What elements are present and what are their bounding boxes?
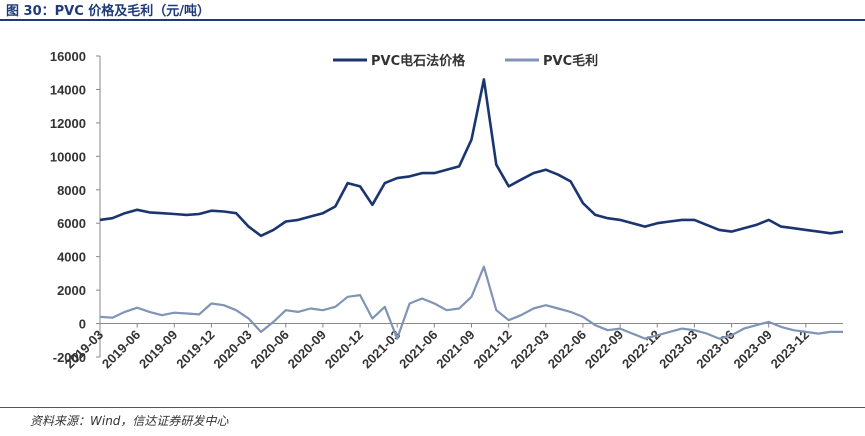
x-tick-label: 2023-12 (768, 327, 812, 371)
y-tick-label: 16000 (50, 49, 86, 64)
y-tick-label: 12000 (50, 116, 86, 131)
legend-label: PVC毛利 (543, 53, 598, 69)
series-group (99, 78, 844, 340)
axes: -2000 0 2000 4000 6000 8000 10000 12000 14000 160… (50, 49, 843, 371)
x-tick-label: 2021-06 (396, 327, 440, 371)
x-tick-label: 2022-09 (582, 327, 626, 371)
series-line-price (99, 78, 844, 238)
y-tick-label: 0 (79, 317, 86, 332)
pvc-price-margin-chart: -2000 0 2000 4000 6000 8000 10000 12000 14000 160… (50, 49, 844, 371)
x-tick-label: 2021-03 (359, 327, 403, 371)
source-note: 资料来源：Wind，信达证券研发中心 (30, 414, 229, 428)
y-tick-label: 2000 (57, 283, 86, 298)
figure-title: 图 30：PVC 价格及毛利（元/吨） (6, 4, 211, 19)
x-tick-label: 2023-06 (693, 327, 737, 371)
series-line-margin (99, 265, 843, 340)
y-tick-label: 8000 (57, 183, 86, 198)
x-tick-label: 2020-12 (322, 327, 366, 371)
x-tick-label: 2020-03 (210, 327, 254, 371)
x-tick-label: 2020-06 (248, 327, 292, 371)
y-tick-label: 14000 (50, 82, 86, 97)
x-tick-label: 2020-09 (285, 327, 329, 371)
x-tick-label: 2022-03 (508, 327, 552, 371)
y-tick-label: -2000 (53, 350, 86, 365)
legend-label: PVC电石法价格 (371, 53, 466, 69)
x-tick-label: 2022-12 (619, 327, 663, 371)
x-tick-label: 2022-06 (545, 327, 589, 371)
x-tick-label: 2019-06 (99, 327, 143, 371)
title-rule (0, 19, 865, 21)
y-tick-label: 4000 (57, 250, 86, 265)
x-tick-label: 2019-12 (173, 327, 217, 371)
x-tick-label: 2021-09 (433, 327, 477, 371)
y-tick-label: 10000 (50, 149, 86, 164)
x-tick-label: 2023-09 (730, 327, 774, 371)
x-tick-label: 2019-09 (136, 327, 180, 371)
legend: PVC电石法价格 PVC毛利 (333, 53, 598, 69)
y-tick-label: 6000 (57, 216, 86, 231)
x-tick-label: 2021-12 (470, 327, 514, 371)
source-rule (0, 407, 865, 408)
